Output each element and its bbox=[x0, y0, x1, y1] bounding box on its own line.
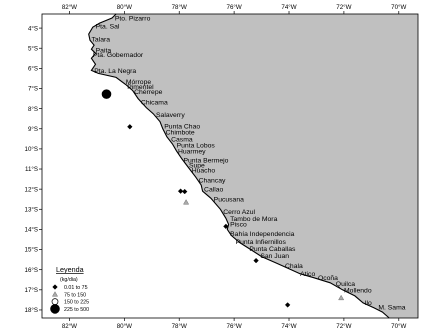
lon-tick-label-top: 78°W bbox=[172, 4, 187, 11]
place-label: Cerro Azul bbox=[223, 209, 255, 216]
lon-tick-label-bottom: 72°W bbox=[336, 323, 351, 330]
triangle-symbol bbox=[338, 294, 345, 301]
lat-tick-label: 5°S bbox=[28, 45, 38, 52]
place-label: Punta Bermejo bbox=[183, 157, 228, 164]
filled-circle-symbol bbox=[50, 304, 60, 314]
lon-tick-label-top: 82°W bbox=[62, 4, 77, 11]
triangle-symbol bbox=[183, 199, 190, 205]
lat-tick-label: 6°S bbox=[28, 66, 38, 73]
coastline bbox=[88, 13, 390, 319]
place-label: Paita bbox=[96, 47, 112, 54]
place-label: Huacho bbox=[192, 168, 216, 175]
map-frame bbox=[41, 13, 419, 319]
lat-tick-label: 13°S bbox=[25, 206, 38, 213]
triangle-symbol bbox=[52, 291, 58, 297]
legend-item-label: 0.01 to 75 bbox=[64, 285, 88, 291]
place-label: Pucusana bbox=[214, 196, 244, 203]
lon-tick-label-bottom: 74°W bbox=[281, 323, 296, 330]
place-label: Mórrope bbox=[126, 79, 152, 86]
diamond-symbol bbox=[52, 284, 58, 290]
lat-tick-label: 18°S bbox=[25, 307, 38, 314]
lat-tick-label: 11°S bbox=[25, 166, 38, 173]
diamond-symbol bbox=[182, 188, 188, 195]
place-label: Casma bbox=[171, 136, 193, 143]
place-label: Chérrepe bbox=[134, 89, 163, 96]
place-label: Punta Lobos bbox=[177, 142, 216, 149]
place-label: Pta. La Negra bbox=[94, 68, 136, 75]
lat-tick-label: 17°S bbox=[25, 287, 38, 294]
lon-tick-label-top: 72°W bbox=[336, 4, 351, 11]
place-label: Pimentel bbox=[127, 84, 154, 91]
lon-tick-label-bottom: 76°W bbox=[227, 323, 242, 330]
lat-tick-label: 8°S bbox=[28, 106, 38, 113]
place-label: Tambo de Mora bbox=[230, 216, 277, 223]
lat-tick-label: 7°S bbox=[28, 86, 38, 93]
place-label: Quilca bbox=[336, 281, 355, 288]
place-label: Pisco bbox=[230, 221, 247, 228]
diamond-symbol bbox=[284, 302, 291, 308]
place-label: Salaverry bbox=[156, 112, 185, 119]
place-label: Chimbote bbox=[166, 129, 195, 136]
legend-unit: (kg/dia) bbox=[60, 277, 78, 283]
lon-tick-label-top: 76°W bbox=[227, 4, 242, 11]
place-label: Huarmey bbox=[178, 148, 206, 155]
diamond-symbol bbox=[253, 257, 259, 264]
place-label: Chala bbox=[285, 263, 303, 270]
lat-tick-label: 14°S bbox=[25, 227, 38, 234]
lat-tick-label: 12°S bbox=[25, 186, 38, 193]
lat-tick-label: 10°S bbox=[25, 146, 38, 153]
lon-tick-label-bottom: 70°W bbox=[391, 323, 406, 330]
lat-tick-label: 15°S bbox=[25, 247, 38, 254]
observation-points bbox=[101, 89, 345, 308]
legend-item-label: 225 to 500 bbox=[64, 307, 89, 313]
place-label: Ocoña bbox=[318, 275, 338, 282]
diamond-symbol bbox=[177, 188, 184, 194]
filled-circle-symbol bbox=[101, 89, 112, 99]
lon-tick-label-top: 74°W bbox=[281, 4, 296, 11]
place-label: Ilo bbox=[365, 300, 372, 307]
diamond-symbol bbox=[127, 124, 133, 130]
place-label: San Juan bbox=[260, 253, 289, 260]
place-label: Callao bbox=[204, 187, 223, 194]
lon-tick-label-bottom: 82°W bbox=[62, 323, 77, 330]
place-label: Atico bbox=[300, 271, 315, 278]
place-label: Talara bbox=[92, 37, 111, 44]
lon-tick-label-bottom: 80°W bbox=[117, 323, 132, 330]
lon-tick-label-top: 70°W bbox=[391, 4, 406, 11]
lon-tick-label-top: 80°W bbox=[117, 4, 132, 11]
lat-tick-label: 16°S bbox=[25, 267, 38, 274]
place-label: Mollendo bbox=[344, 287, 372, 294]
place-label: Bahía Independencia bbox=[230, 231, 294, 238]
place-label: Pto. Pizarro bbox=[115, 16, 151, 23]
place-label: M. Sama bbox=[378, 304, 405, 311]
lat-tick-label: 9°S bbox=[28, 126, 38, 133]
legend-item-label: 150 to 225 bbox=[64, 300, 89, 306]
land-layer bbox=[88, 13, 418, 319]
place-label: Pta. Gobernador bbox=[93, 52, 144, 59]
legend-title: Leyenda bbox=[56, 265, 84, 274]
place-label: Supe bbox=[189, 162, 205, 169]
place-label: Punta Caballas bbox=[249, 246, 296, 253]
lat-tick-label: 4°S bbox=[28, 25, 38, 32]
place-label: Pta. Sal bbox=[96, 24, 120, 31]
lon-tick-label-bottom: 78°W bbox=[172, 323, 187, 330]
place-label: Chancay bbox=[199, 178, 226, 185]
legend-item-label: 75 to 150 bbox=[64, 292, 86, 298]
open-circle-symbol bbox=[51, 298, 59, 305]
land-area bbox=[88, 14, 418, 318]
diamond-symbol bbox=[223, 223, 229, 230]
place-label: Punta Infiernillos bbox=[236, 239, 287, 246]
axis-ticks: 82°W 82°W 80°W 80°W 78°W 78°W 76°W 76°W 74°W 74°W… bbox=[25, 4, 407, 330]
place-label: Chicama bbox=[141, 100, 168, 107]
place-label: Punta Chao bbox=[164, 124, 200, 131]
